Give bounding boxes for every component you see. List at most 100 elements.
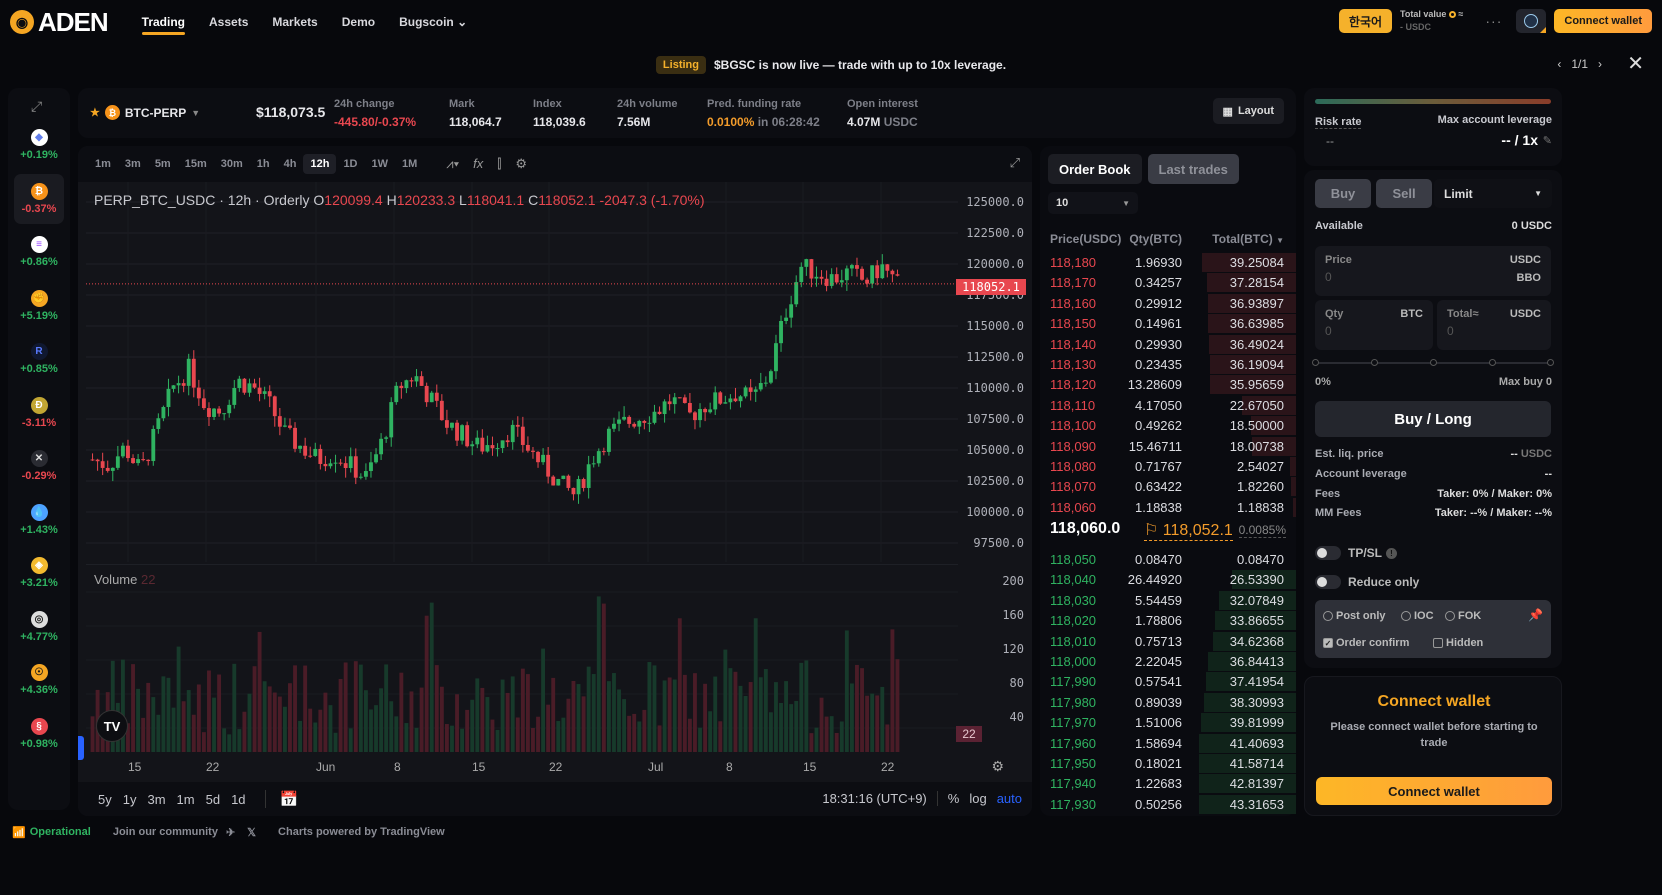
time-axis[interactable]: 15 22 Jun 8 15 22 Jul 8 15 22: [78, 754, 1032, 780]
telegram-icon[interactable]: ✈: [225, 826, 236, 839]
connect-wallet-panel-button[interactable]: Connect wallet: [1316, 777, 1552, 805]
fok-radio[interactable]: FOK: [1445, 610, 1481, 622]
percent-toggle[interactable]: %: [936, 791, 959, 806]
timeframe-1D[interactable]: 1D: [343, 158, 358, 170]
bid-row[interactable]: 117,990 0.57541 37.41954: [1040, 671, 1296, 692]
fullscreen-icon[interactable]: ⤢: [1009, 155, 1020, 170]
tab-last-trades[interactable]: Last trades: [1147, 154, 1239, 184]
ask-row[interactable]: 118,160 0.29912 36.93897: [1040, 293, 1296, 313]
log-toggle[interactable]: log: [969, 791, 987, 806]
range-5d[interactable]: 5d: [205, 791, 221, 807]
sidebar-coin-item[interactable]: ✊ +5.19%: [14, 281, 64, 331]
ask-row[interactable]: 118,070 0.63422 1.82260: [1040, 476, 1296, 497]
sidebar-coin-item[interactable]: ◈ +3.21%: [14, 548, 64, 598]
timeframe-1h[interactable]: 1h: [256, 158, 270, 170]
calendar-icon[interactable]: 📅: [264, 790, 298, 808]
timeframe-1W[interactable]: 1W: [371, 158, 389, 170]
ask-row[interactable]: 118,120 13.28609 35.95659: [1040, 374, 1296, 395]
sidebar-coin-item[interactable]: ₿ -0.37%: [14, 173, 64, 224]
axis-settings-icon[interactable]: ⚙: [991, 758, 1004, 774]
order-type-select[interactable]: Limit ▼: [1434, 179, 1552, 208]
ask-row[interactable]: 118,180 1.96930 39.25084: [1040, 252, 1296, 272]
bid-row[interactable]: 117,970 1.51006 39.81999: [1040, 712, 1296, 733]
price-chart[interactable]: 1m 3m 5m 15m 30m 1h 4h 12h 1D 1W 1M ⩘▾ fx ⫿ ⚙ ⤢ PE…: [78, 146, 1032, 816]
sidebar-coin-item[interactable]: 💧 +1.43%: [14, 495, 64, 545]
auto-toggle[interactable]: auto: [996, 791, 1022, 806]
bid-row[interactable]: 117,960 1.58694 41.40693: [1040, 733, 1296, 753]
range-1y[interactable]: 1y: [122, 791, 137, 807]
size-slider[interactable]: [1312, 359, 1554, 366]
sidebar-coin-item[interactable]: Ð -3.11%: [14, 388, 64, 438]
language-button[interactable]: 한국어: [1338, 9, 1393, 33]
next-icon[interactable]: ›: [1598, 57, 1602, 71]
x-twitter-icon[interactable]: 𝕏: [247, 826, 257, 839]
timeframe-30m[interactable]: 30m: [220, 158, 243, 170]
ask-row[interactable]: 118,060 1.18838 1.18838: [1040, 497, 1296, 517]
bid-row[interactable]: 118,030 5.54459 32.07849: [1040, 590, 1296, 610]
tab-order-book[interactable]: Order Book: [1048, 154, 1142, 184]
sidebar-coin-item[interactable]: ◆ +0.19%: [14, 120, 64, 170]
timeframe-15m[interactable]: 15m: [184, 158, 207, 170]
bid-row[interactable]: 117,940 1.22683 42.81397: [1040, 773, 1296, 794]
range-1d[interactable]: 1d: [231, 791, 246, 807]
close-icon[interactable]: ✕: [1627, 53, 1644, 75]
connect-wallet-button[interactable]: Connect wallet: [1554, 9, 1652, 33]
bid-row[interactable]: 118,010 0.75713 34.62368: [1040, 631, 1296, 651]
ask-row[interactable]: 118,150 0.14961 36.63985: [1040, 313, 1296, 334]
tpsl-toggle[interactable]: [1315, 546, 1341, 560]
total-input[interactable]: Total≈ 0 USDC: [1437, 300, 1551, 350]
tradingview-logo[interactable]: TV: [96, 710, 128, 742]
tradingview-credit[interactable]: Charts powered by TradingView: [278, 826, 445, 838]
nav-demo[interactable]: Demo: [341, 15, 376, 29]
ask-row[interactable]: 118,110 4.17050 22.67050: [1040, 395, 1296, 415]
more-menu-icon[interactable]: ···: [1485, 13, 1503, 29]
eye-icon[interactable]: [1448, 11, 1456, 19]
timeframe-1m[interactable]: 1m: [95, 158, 111, 170]
expand-icon[interactable]: ⤢: [31, 98, 43, 114]
bid-row[interactable]: 118,000 2.22045 36.84413: [1040, 651, 1296, 671]
post-only-radio[interactable]: Post only: [1323, 610, 1386, 622]
indicator-style-icon[interactable]: ⩘▾: [446, 156, 460, 171]
logo[interactable]: ◉ ADEN: [10, 7, 109, 38]
bid-row[interactable]: 118,020 1.78806 33.86655: [1040, 610, 1296, 631]
sidebar-coin-item[interactable]: § +0.98%: [14, 709, 64, 759]
range-3m[interactable]: 3m: [147, 791, 166, 807]
price-axis[interactable]: 125000.0 122500.0 120000.0 117500.0 115000.0…: [960, 182, 1032, 742]
bid-row[interactable]: 117,950 0.18021 41.58714: [1040, 753, 1296, 773]
header-total[interactable]: Total(BTC) ▼: [1212, 232, 1284, 246]
info-icon[interactable]: !: [1386, 548, 1398, 560]
reduce-only-toggle[interactable]: [1315, 575, 1341, 589]
slider-dot[interactable]: [1371, 359, 1378, 366]
depth-select[interactable]: 10 ▼: [1048, 192, 1138, 214]
order-confirm-checkbox[interactable]: ✓ Order confirm: [1323, 637, 1409, 649]
buy-long-button[interactable]: Buy / Long: [1315, 401, 1551, 437]
edit-icon[interactable]: ✎: [1542, 135, 1552, 147]
candle-type-icon[interactable]: ⫿: [497, 156, 502, 171]
range-1m[interactable]: 1m: [176, 791, 195, 807]
ask-row[interactable]: 118,090 15.46711 18.00738: [1040, 436, 1296, 456]
buy-tab[interactable]: Buy: [1315, 179, 1371, 208]
sidebar-coin-item[interactable]: ≡ +0.86%: [14, 227, 64, 277]
banner-text[interactable]: $BGSC is now live — trade with up to 10x…: [713, 58, 1007, 72]
fx-icon[interactable]: fx: [473, 156, 484, 171]
hidden-checkbox[interactable]: Hidden: [1433, 637, 1483, 649]
slider-dot[interactable]: [1312, 359, 1319, 366]
slider-dot[interactable]: [1489, 359, 1496, 366]
nav-assets[interactable]: Assets: [209, 15, 249, 29]
drawing-toolbar-handle[interactable]: [78, 736, 84, 760]
price-input[interactable]: Price 0 USDC BBO: [1315, 246, 1551, 296]
candlestick-plot[interactable]: [86, 182, 958, 562]
timeframe-3m[interactable]: 3m: [124, 158, 141, 170]
pin-icon[interactable]: 📌: [1528, 608, 1543, 622]
slider-dot[interactable]: [1430, 359, 1437, 366]
sidebar-coin-item[interactable]: ◎ +4.77%: [14, 602, 64, 652]
bid-row[interactable]: 117,980 0.89039 38.30993: [1040, 692, 1296, 712]
bbo-button[interactable]: BBO: [1516, 272, 1541, 284]
chart-clock[interactable]: 18:31:16 (UTC+9): [822, 791, 927, 806]
sidebar-coin-item[interactable]: R +0.85%: [14, 334, 64, 384]
nav-bugscoin-dropdown[interactable]: Bugscoin ⌄: [399, 15, 468, 29]
timeframe-4h[interactable]: 4h: [283, 158, 297, 170]
nav-trading[interactable]: Trading: [130, 0, 197, 44]
bid-row[interactable]: 117,930 0.50256 43.31653: [1040, 794, 1296, 814]
bid-row[interactable]: 118,040 26.44920 26.53390: [1040, 569, 1296, 590]
